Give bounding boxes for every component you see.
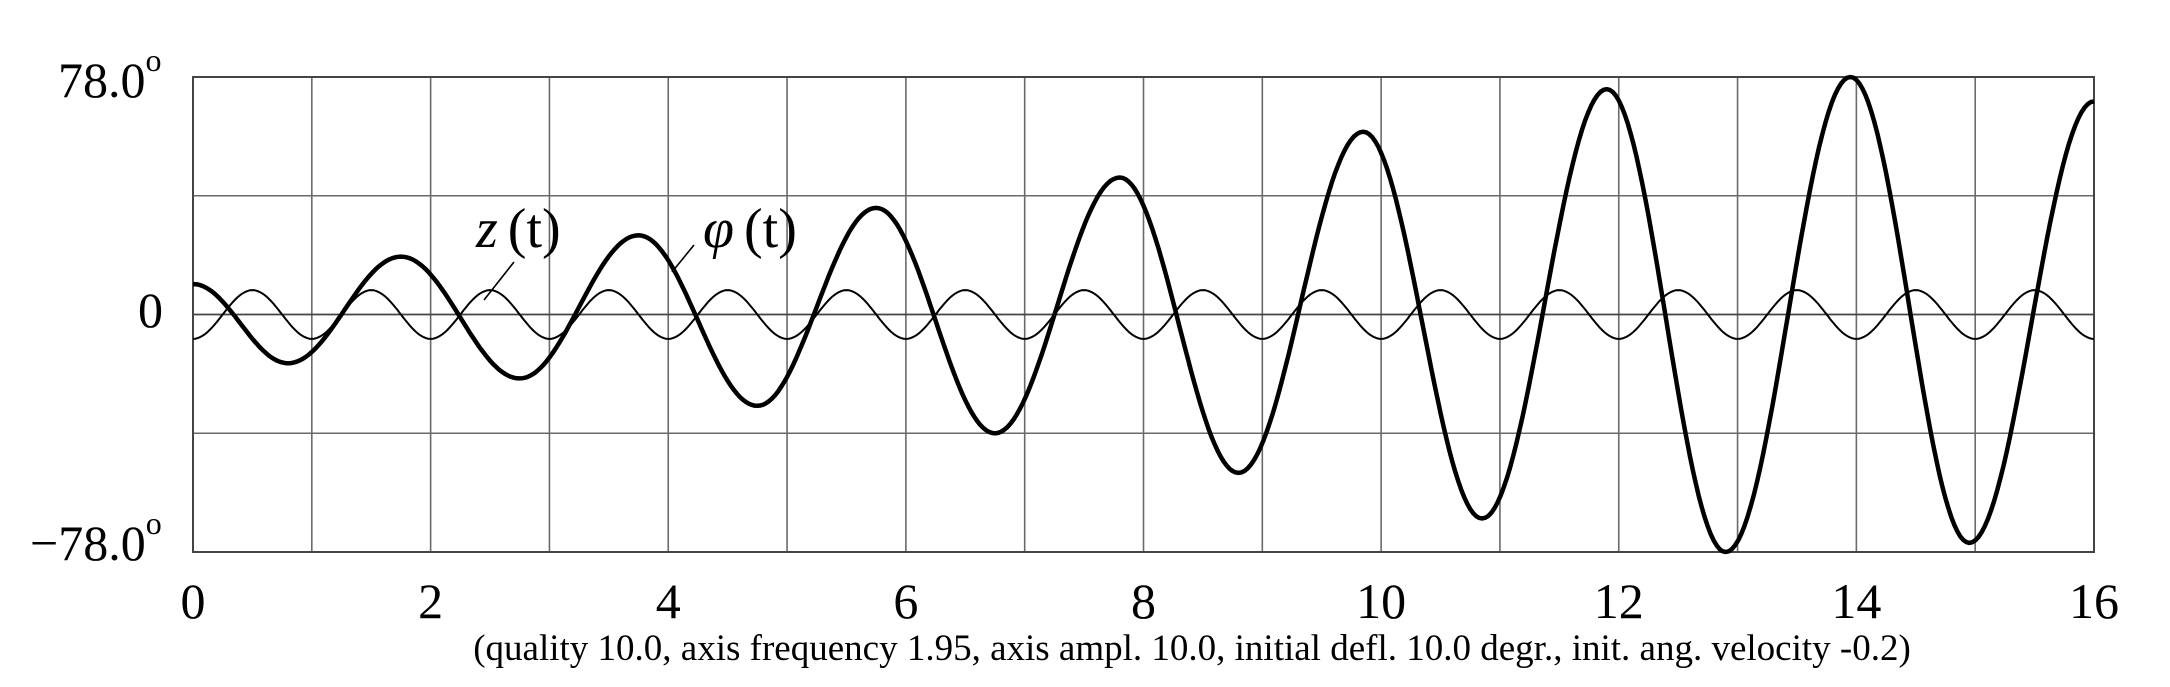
x-tick-label: 4 <box>656 573 681 629</box>
chart-caption: (quality 10.0, axis frequency 1.95, axis… <box>473 628 1911 669</box>
y-tick-zero: 0 <box>138 282 163 338</box>
y-tick-top: 78.0o <box>58 42 162 108</box>
z-series-label: z (t) <box>475 198 561 260</box>
x-tick-label: 6 <box>893 573 918 629</box>
z-series-line <box>192 289 2095 340</box>
z-label-leader <box>483 261 515 301</box>
x-tick-label: 2 <box>418 573 443 629</box>
x-tick-label: 12 <box>1594 573 1644 629</box>
x-tick-label: 10 <box>1356 573 1406 629</box>
phi-series-line <box>192 74 2095 555</box>
phi-label-leader <box>671 244 695 273</box>
x-tick-label: 8 <box>1131 573 1156 629</box>
series-group <box>192 74 2095 555</box>
x-tick-label: 14 <box>1831 573 1881 629</box>
x-tick-label: 16 <box>2069 573 2119 629</box>
y-tick-bottom: −78.0o <box>30 505 162 571</box>
phi-series-label: φ (t) <box>703 198 797 260</box>
series-labels: z (t) φ (t) <box>475 198 797 301</box>
x-tick-label: 0 <box>181 573 206 629</box>
y-axis-labels: 78.0o 0 −78.0o <box>30 42 163 571</box>
x-axis-ticks: 0 2 4 6 8 10 12 14 16 <box>181 573 2120 629</box>
